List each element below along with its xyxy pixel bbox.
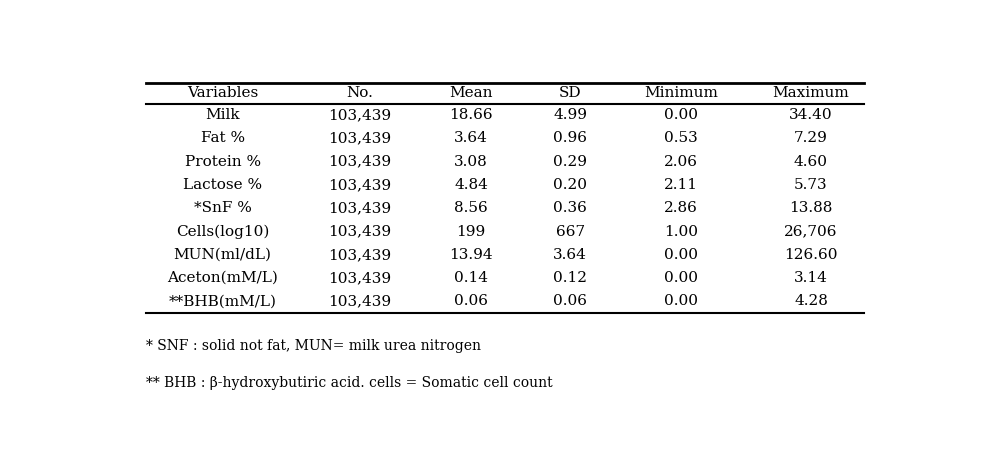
Text: 0.00: 0.00 (665, 294, 698, 308)
Text: Aceton(mM/L): Aceton(mM/L) (168, 271, 278, 285)
Text: * SNF : solid not fat, MUN= milk urea nitrogen: * SNF : solid not fat, MUN= milk urea ni… (146, 339, 481, 353)
Text: 34.40: 34.40 (789, 108, 833, 122)
Text: 3.64: 3.64 (553, 248, 588, 262)
Text: 103,439: 103,439 (328, 294, 391, 308)
Text: 3.64: 3.64 (454, 132, 488, 145)
Text: 2.86: 2.86 (665, 201, 698, 215)
Text: 103,439: 103,439 (328, 271, 391, 285)
Text: MUN(ml/dL): MUN(ml/dL) (174, 248, 271, 262)
Text: Minimum: Minimum (644, 86, 718, 100)
Text: 2.11: 2.11 (665, 178, 698, 192)
Text: Fat %: Fat % (200, 132, 245, 145)
Text: 0.36: 0.36 (553, 201, 588, 215)
Text: 0.14: 0.14 (454, 271, 488, 285)
Text: Lactose %: Lactose % (183, 178, 262, 192)
Text: 103,439: 103,439 (328, 108, 391, 122)
Text: 126.60: 126.60 (784, 248, 838, 262)
Text: 0.06: 0.06 (454, 294, 488, 308)
Text: 103,439: 103,439 (328, 248, 391, 262)
Text: Milk: Milk (205, 108, 240, 122)
Text: 0.96: 0.96 (553, 132, 588, 145)
Text: Cells(log10): Cells(log10) (176, 224, 269, 239)
Text: *SnF %: *SnF % (193, 201, 251, 215)
Text: 199: 199 (457, 225, 485, 238)
Text: Mean: Mean (450, 86, 493, 100)
Text: 103,439: 103,439 (328, 225, 391, 238)
Text: 5.73: 5.73 (794, 178, 828, 192)
Text: Maximum: Maximum (773, 86, 849, 100)
Text: SD: SD (559, 86, 582, 100)
Text: 103,439: 103,439 (328, 178, 391, 192)
Text: Protein %: Protein % (184, 155, 260, 169)
Text: 13.94: 13.94 (450, 248, 493, 262)
Text: **BHB(mM/L): **BHB(mM/L) (169, 294, 277, 308)
Text: Variables: Variables (187, 86, 258, 100)
Text: 7.29: 7.29 (794, 132, 828, 145)
Text: 103,439: 103,439 (328, 155, 391, 169)
Text: 3.08: 3.08 (455, 155, 488, 169)
Text: 13.88: 13.88 (790, 201, 832, 215)
Text: 0.00: 0.00 (665, 248, 698, 262)
Text: 103,439: 103,439 (328, 132, 391, 145)
Text: 4.28: 4.28 (794, 294, 828, 308)
Text: 0.29: 0.29 (553, 155, 588, 169)
Text: 0.00: 0.00 (665, 271, 698, 285)
Text: 0.12: 0.12 (553, 271, 588, 285)
Text: ** BHB : β-hydroxybutiric acid. cells = Somatic cell count: ** BHB : β-hydroxybutiric acid. cells = … (146, 376, 553, 390)
Text: 0.20: 0.20 (553, 178, 588, 192)
Text: 26,706: 26,706 (784, 225, 838, 238)
Text: 18.66: 18.66 (450, 108, 493, 122)
Text: 0.06: 0.06 (553, 294, 588, 308)
Text: 0.00: 0.00 (665, 108, 698, 122)
Text: 3.14: 3.14 (794, 271, 828, 285)
Text: 2.06: 2.06 (665, 155, 698, 169)
Text: 4.84: 4.84 (454, 178, 488, 192)
Text: 103,439: 103,439 (328, 201, 391, 215)
Text: 0.53: 0.53 (665, 132, 698, 145)
Text: 8.56: 8.56 (455, 201, 488, 215)
Text: 1.00: 1.00 (665, 225, 698, 238)
Text: 4.60: 4.60 (794, 155, 828, 169)
Text: 4.99: 4.99 (553, 108, 588, 122)
Text: 667: 667 (556, 225, 585, 238)
Text: No.: No. (347, 86, 374, 100)
